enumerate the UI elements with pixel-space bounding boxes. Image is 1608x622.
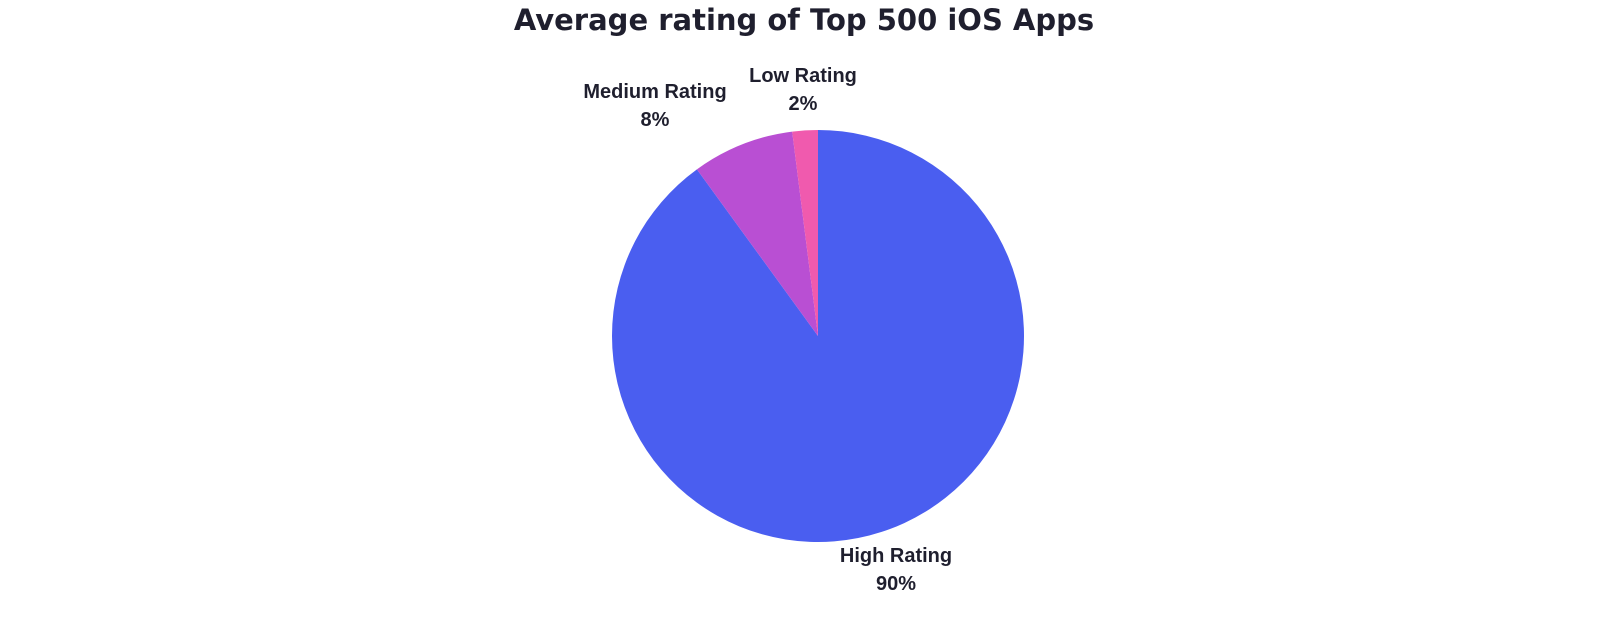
slice-value-low-rating: 2% xyxy=(789,93,818,115)
slice-label-medium-rating: Medium Rating xyxy=(583,81,726,103)
slice-value-medium-rating: 8% xyxy=(641,109,670,131)
pie-slices xyxy=(611,130,1024,542)
pie-slice-low-rating xyxy=(792,130,818,336)
pie-slice-medium-rating xyxy=(696,131,818,336)
slice-label-high-rating: High Rating xyxy=(840,545,952,567)
slice-value-high-rating: 90% xyxy=(876,573,916,595)
chart-title: Average rating of Top 500 iOS Apps xyxy=(513,3,1095,37)
pie-labels: High Rating 90% Medium Rating 8% Low Rating 2… xyxy=(583,65,952,595)
slice-label-low-rating: Low Rating xyxy=(749,65,857,87)
